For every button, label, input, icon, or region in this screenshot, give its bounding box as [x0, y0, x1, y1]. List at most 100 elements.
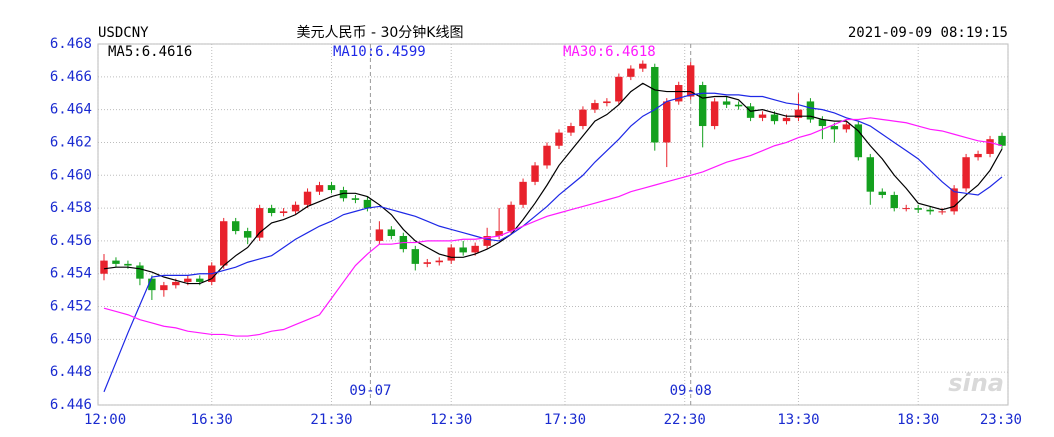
x-tick-label: 23:30	[980, 412, 1022, 428]
candle-body	[639, 63, 647, 69]
candle-body	[902, 208, 910, 210]
x-tick-label: 16:30	[191, 412, 233, 428]
candle-body	[734, 104, 743, 107]
candle-body	[926, 209, 934, 212]
x-tick-label: 17:30	[544, 412, 586, 428]
candle-body	[387, 229, 396, 236]
candle-body	[651, 66, 659, 143]
x-tick-label: 22:30	[664, 412, 706, 428]
legend-entry: MA10:6.4599	[333, 44, 426, 60]
candle-body	[351, 198, 360, 200]
y-tick-label: 6.468	[50, 36, 92, 52]
chart-title: 美元人民币 - 30分钟K线图	[297, 24, 464, 41]
ma-line	[103, 82, 1003, 285]
timestamp: 2021-09-09 08:19:15	[848, 25, 1008, 41]
candle-body	[878, 191, 886, 195]
day-label: 09-07	[349, 383, 391, 399]
y-tick-label: 6.460	[50, 167, 92, 183]
candle-body	[231, 221, 240, 232]
candle-body	[998, 135, 1006, 146]
candle-body	[722, 101, 731, 105]
candle-body	[854, 124, 863, 158]
x-tick-label: 21:30	[310, 412, 352, 428]
candle-body	[483, 235, 491, 246]
y-tick-label: 6.456	[50, 233, 92, 249]
legend-entry: MA30:6.4618	[563, 44, 656, 60]
candle-body	[100, 260, 108, 274]
candle-body	[579, 109, 587, 127]
candle-body	[938, 211, 946, 213]
candle-body	[974, 153, 982, 158]
candle-body	[615, 76, 623, 102]
candle-body	[567, 126, 575, 133]
candle-body	[243, 231, 252, 238]
candle-body	[327, 185, 336, 191]
y-tick-label: 6.458	[50, 200, 92, 216]
candle-body	[447, 247, 455, 261]
candle-body	[148, 278, 156, 291]
candle-body	[196, 278, 204, 282]
candle-body	[663, 101, 671, 143]
candle-body	[471, 245, 479, 253]
y-tick-label: 6.446	[50, 397, 92, 413]
candle-body	[555, 132, 563, 146]
candle-body	[770, 114, 779, 122]
candle-body	[112, 260, 120, 264]
candle-body	[136, 265, 144, 279]
day-label: 09-08	[670, 383, 712, 399]
y-tick-label: 6.462	[50, 134, 92, 150]
candle-body	[411, 249, 420, 264]
candle-body	[519, 181, 527, 205]
watermark: sina	[948, 369, 1004, 397]
candle-body	[866, 157, 875, 192]
candle-body	[435, 260, 443, 263]
candle-body	[339, 190, 348, 199]
candle-body	[267, 208, 276, 214]
candle-body	[842, 124, 851, 130]
legend-entry: MA5:6.4616	[108, 44, 192, 60]
candle-body	[698, 85, 707, 127]
y-tick-label: 6.452	[50, 299, 92, 315]
candle-body	[758, 114, 767, 118]
candle-body	[507, 204, 515, 232]
candle-body	[423, 262, 431, 264]
candle-body	[279, 211, 288, 214]
y-tick-label: 6.448	[50, 364, 92, 380]
candle-body	[686, 65, 695, 97]
candle-body	[890, 194, 898, 209]
candle-body	[531, 165, 539, 182]
x-tick-label: 12:00	[84, 412, 126, 428]
candle-body	[782, 117, 791, 122]
candle-body	[459, 247, 467, 253]
candle-body	[363, 199, 372, 209]
candle-body	[543, 145, 551, 166]
candle-body	[627, 68, 635, 77]
y-tick-label: 6.454	[50, 266, 92, 282]
candle-body	[160, 285, 168, 291]
candle-body	[675, 85, 683, 102]
y-tick-label: 6.464	[50, 102, 92, 118]
symbol: USDCNY	[98, 25, 149, 41]
ma-line	[103, 117, 1003, 337]
candle-body	[986, 139, 994, 154]
x-tick-label: 18:30	[897, 412, 939, 428]
candle-body	[184, 278, 192, 282]
x-tick-label: 13:30	[777, 412, 819, 428]
candle-body	[495, 231, 503, 236]
y-tick-label: 6.450	[50, 331, 92, 347]
candle-body	[746, 106, 755, 118]
candle-body	[303, 191, 312, 205]
candle-body	[220, 221, 228, 266]
x-tick-label: 12:30	[430, 412, 472, 428]
ma-line	[103, 92, 1003, 393]
candle-body	[124, 263, 132, 266]
candle-body	[914, 208, 922, 210]
candle-body	[806, 101, 815, 120]
candle-body	[255, 208, 264, 238]
candle-body	[291, 204, 300, 212]
candle-body	[591, 103, 599, 110]
candle-body	[710, 101, 719, 127]
candle-body	[950, 188, 958, 212]
candle-body	[818, 119, 827, 127]
